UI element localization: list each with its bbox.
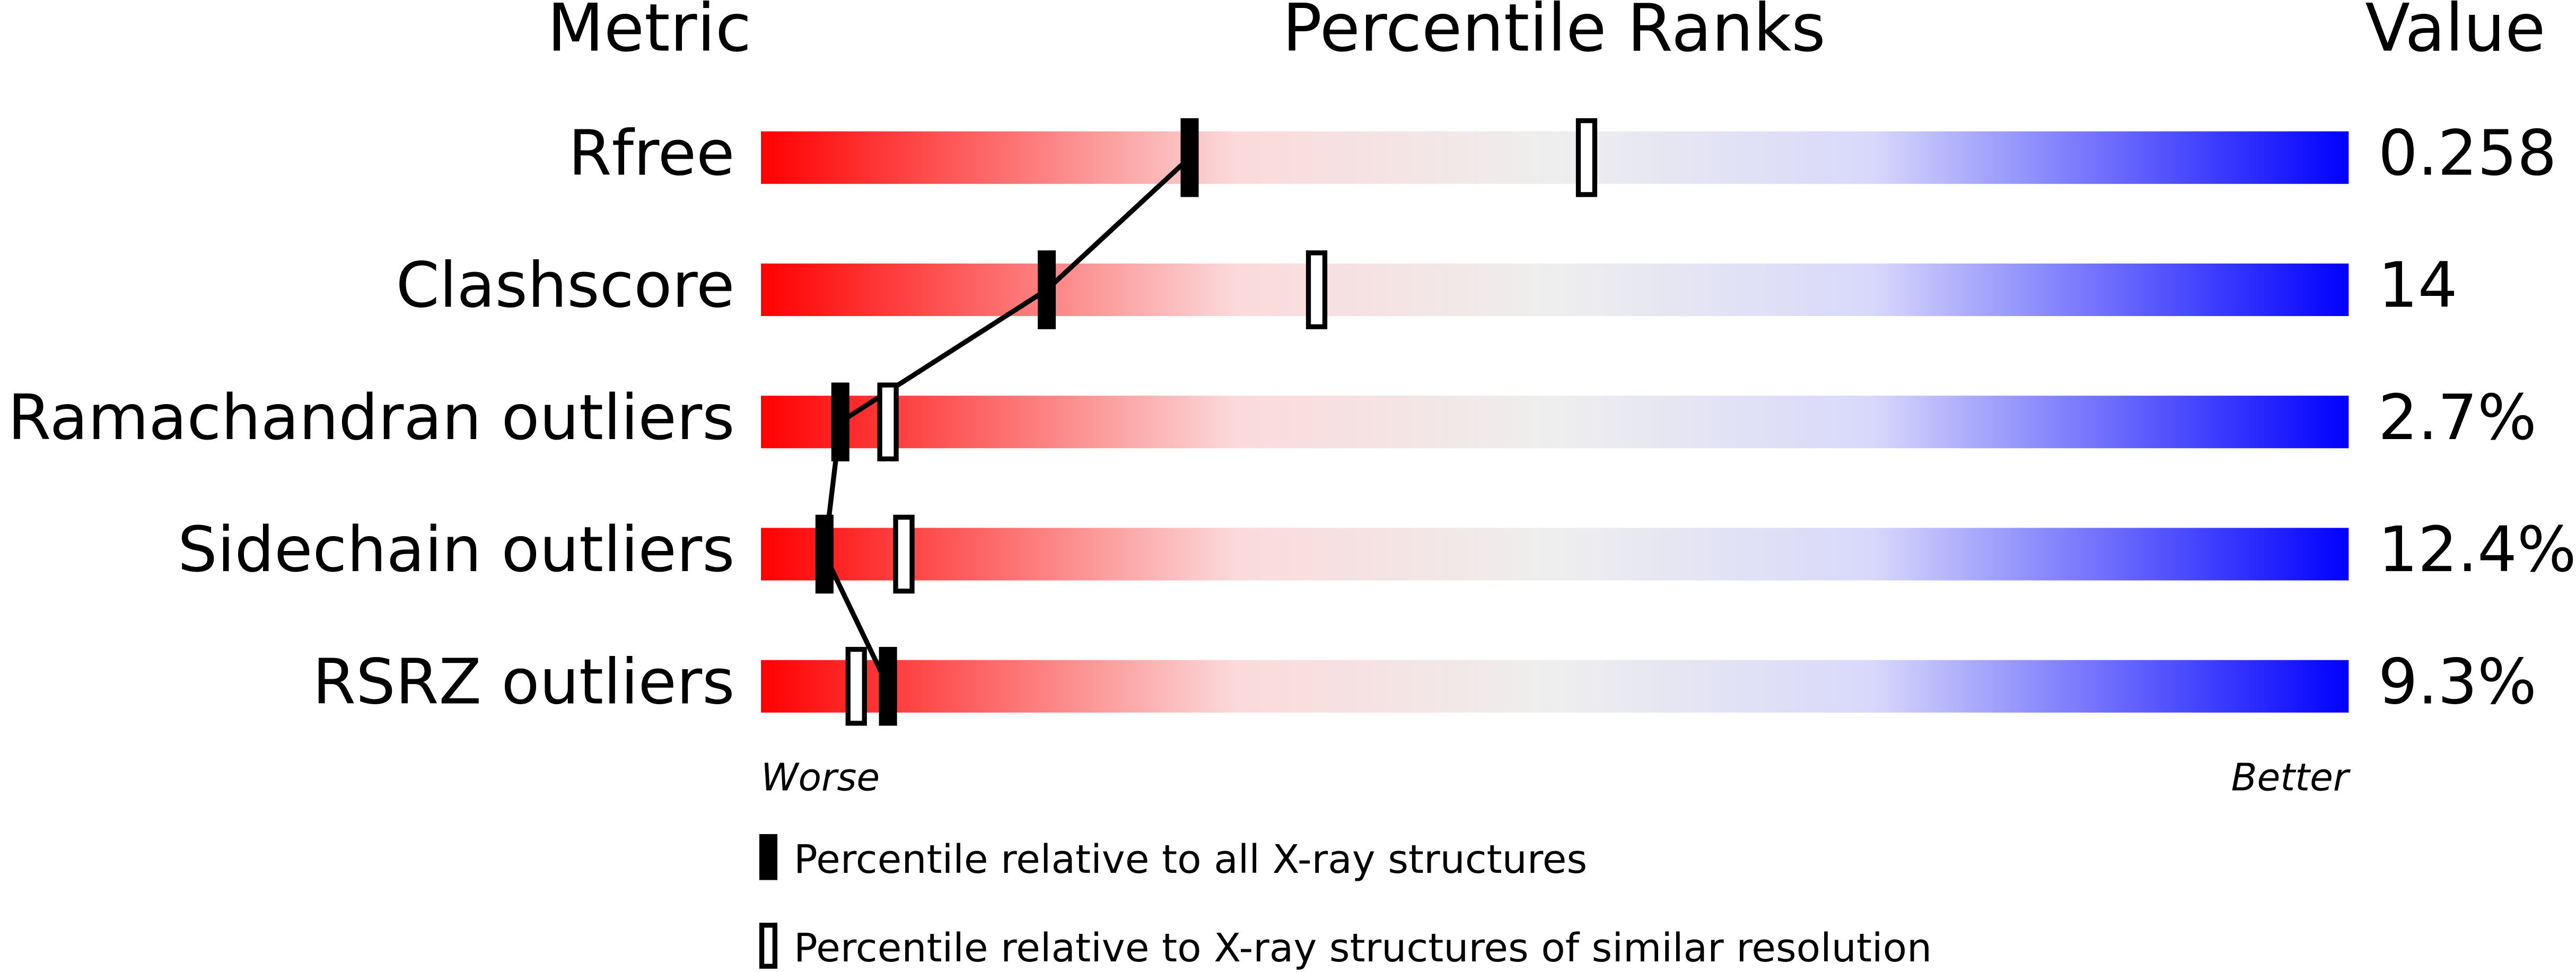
metric-value: 0.258 bbox=[2378, 117, 2557, 189]
percentile-bar bbox=[761, 131, 2349, 184]
marker-filled bbox=[879, 646, 897, 726]
marker-open bbox=[1305, 250, 1328, 329]
percentile-bar bbox=[761, 396, 2349, 449]
column-header: Percentile Ranks bbox=[1282, 0, 1825, 67]
legend-swatch bbox=[759, 923, 778, 969]
percentile-bar bbox=[761, 528, 2349, 581]
percentile-bar bbox=[761, 263, 2349, 317]
marker-filled bbox=[1180, 118, 1199, 197]
marker-filled bbox=[831, 382, 849, 462]
metric-label: RSRZ outliers bbox=[312, 645, 734, 718]
legend-label: Percentile relative to X-ray structures … bbox=[794, 925, 1932, 971]
percentile-bar bbox=[761, 660, 2349, 713]
better-label: Better bbox=[2231, 755, 2351, 799]
metric-value: 12.4% bbox=[2378, 513, 2576, 586]
metric-value: 2.7% bbox=[2378, 381, 2537, 454]
marker-open bbox=[1575, 118, 1598, 197]
metric-label: Ramachandran outliers bbox=[8, 381, 735, 454]
metric-label: Clashscore bbox=[396, 249, 735, 322]
worse-label: Worse bbox=[761, 755, 880, 799]
marker-open bbox=[877, 382, 899, 462]
metric-label: Rfree bbox=[568, 117, 735, 189]
metric-label: Sidechain outliers bbox=[178, 513, 734, 586]
column-header: Value bbox=[2365, 0, 2545, 67]
marker-open bbox=[845, 646, 867, 726]
legend-swatch bbox=[759, 834, 778, 880]
column-header: Metric bbox=[547, 0, 751, 67]
legend-label: Percentile relative to all X-ray structu… bbox=[794, 836, 1587, 882]
marker-open bbox=[893, 514, 915, 594]
metric-value: 9.3% bbox=[2378, 645, 2537, 718]
marker-filled bbox=[815, 514, 834, 594]
marker-filled bbox=[1038, 250, 1056, 329]
metric-value: 14 bbox=[2378, 249, 2458, 322]
